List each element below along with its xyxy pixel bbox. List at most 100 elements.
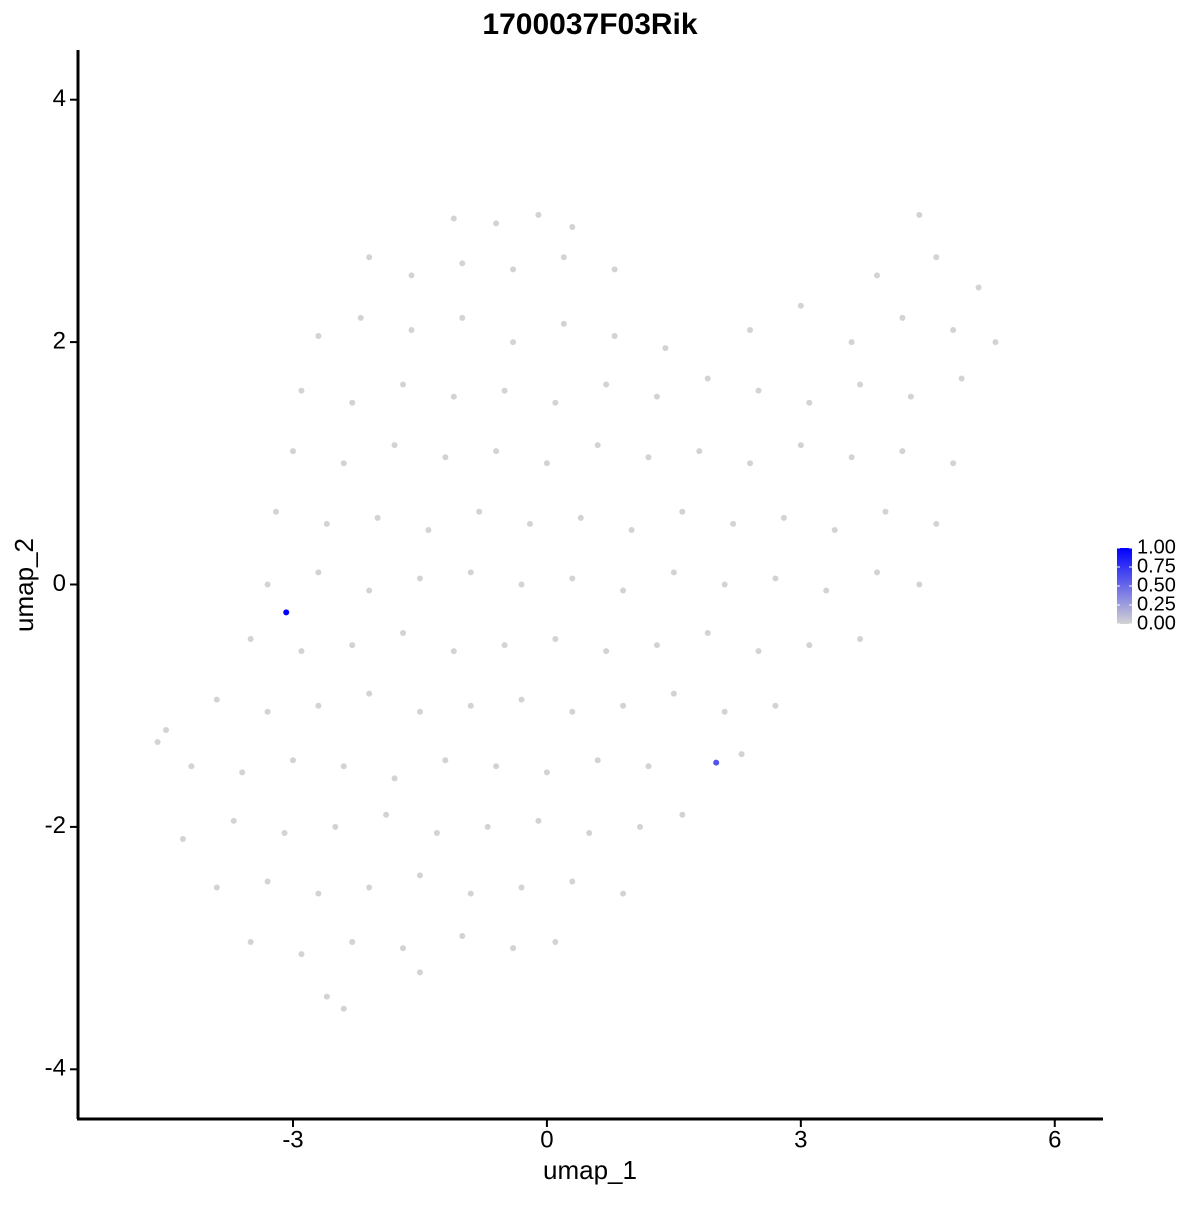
cell-point — [645, 763, 652, 770]
cell-point — [323, 993, 330, 1000]
cell-point — [882, 508, 889, 515]
cell-point — [755, 387, 762, 394]
cell-point — [163, 726, 170, 733]
cell-point — [738, 751, 745, 758]
cell-point — [603, 648, 610, 655]
cell-point — [230, 817, 237, 824]
cell-point — [349, 939, 356, 946]
cell-point — [713, 759, 720, 766]
cell-point — [391, 775, 398, 782]
cell-point — [899, 314, 906, 321]
cell-point — [493, 220, 500, 227]
y-tick-label: 4 — [53, 85, 66, 112]
cell-point — [755, 648, 762, 655]
cell-point — [535, 817, 542, 824]
cell-point — [239, 769, 246, 776]
cell-point — [442, 454, 449, 461]
cell-point — [493, 763, 500, 770]
cell-point — [467, 569, 474, 576]
cell-point — [459, 932, 466, 939]
cell-point — [975, 284, 982, 291]
cell-point — [510, 266, 517, 273]
cell-point — [315, 333, 322, 340]
cell-point — [467, 890, 474, 897]
cell-point — [281, 829, 288, 836]
cell-point — [493, 448, 500, 455]
cell-point — [874, 272, 881, 279]
cell-point — [772, 575, 779, 582]
cell-point — [653, 393, 660, 400]
cell-point — [679, 811, 686, 818]
cell-point — [823, 587, 830, 594]
cell-point — [637, 823, 644, 830]
cell-point — [730, 520, 737, 527]
cell-point — [958, 375, 965, 382]
cell-point — [933, 254, 940, 261]
colorbar-label: 1.00 — [1137, 536, 1176, 558]
cell-point — [857, 381, 864, 388]
x-tick-label: -3 — [282, 1126, 303, 1153]
colorbar — [1117, 548, 1132, 624]
cell-point — [433, 829, 440, 836]
cell-point — [586, 829, 593, 836]
cell-point — [620, 587, 627, 594]
cell-point — [264, 878, 271, 885]
cell-point — [289, 448, 296, 455]
cell-point — [459, 260, 466, 267]
cell-point — [374, 514, 381, 521]
cell-point — [416, 969, 423, 976]
cell-point — [357, 314, 364, 321]
x-tick-label: 0 — [540, 1126, 553, 1153]
cell-point — [560, 320, 567, 327]
cell-point — [806, 399, 813, 406]
cell-point — [391, 442, 398, 449]
colorbar-label: 0.00 — [1137, 612, 1176, 634]
cell-point — [831, 526, 838, 533]
cell-point — [366, 884, 373, 891]
cell-point — [315, 569, 322, 576]
cell-point — [857, 636, 864, 643]
cell-point — [569, 878, 576, 885]
cell-point — [213, 696, 220, 703]
cell-point — [797, 442, 804, 449]
cell-point — [416, 708, 423, 715]
cell-point — [569, 708, 576, 715]
cell-point — [594, 757, 601, 764]
cell-point — [552, 399, 559, 406]
cell-point — [603, 381, 610, 388]
cell-point — [408, 326, 415, 333]
cell-point — [874, 569, 881, 576]
y-axis-label: umap_2 — [9, 538, 39, 632]
cell-point — [992, 339, 999, 346]
cell-point — [349, 399, 356, 406]
cell-point — [696, 448, 703, 455]
cell-point — [289, 757, 296, 764]
cell-point — [950, 460, 957, 467]
cell-point — [340, 763, 347, 770]
cell-point — [459, 314, 466, 321]
cell-point — [400, 945, 407, 952]
cell-point — [552, 636, 559, 643]
cell-point — [747, 326, 754, 333]
cell-point — [518, 884, 525, 891]
cell-point — [653, 642, 660, 649]
cell-point — [704, 629, 711, 636]
cell-point — [510, 945, 517, 952]
cell-point — [552, 939, 559, 946]
cell-point — [645, 454, 652, 461]
cell-point — [298, 387, 305, 394]
cell-point — [848, 454, 855, 461]
cell-point — [247, 939, 254, 946]
y-tick-label: 2 — [53, 327, 66, 354]
cell-point — [594, 442, 601, 449]
cell-point — [332, 823, 339, 830]
cell-point — [518, 696, 525, 703]
cell-point — [383, 811, 390, 818]
cell-point — [154, 739, 161, 746]
cell-point — [518, 581, 525, 588]
cell-point — [450, 215, 457, 222]
cell-point — [747, 460, 754, 467]
colorbar-label: 0.50 — [1137, 574, 1176, 596]
y-tick-label: -4 — [45, 1055, 66, 1082]
